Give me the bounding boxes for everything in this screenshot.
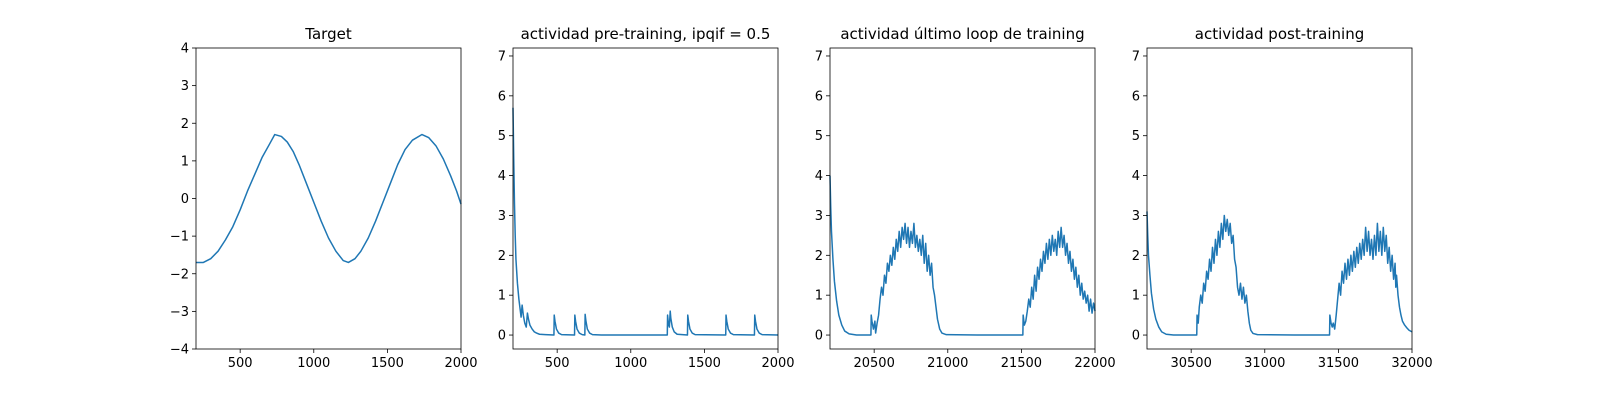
x-tick-label: 1500 <box>688 356 721 371</box>
y-tick-label: 0 <box>815 329 823 344</box>
x-tick-label: 31500 <box>1318 356 1359 371</box>
subplot-title: Target <box>304 25 352 43</box>
series-line <box>196 133 462 264</box>
y-tick-label: 2 <box>815 249 823 264</box>
y-tick-label: −2 <box>170 267 189 282</box>
subplot-1: 500 1000 1500 2000 −4 −3 −2 −1 0 1 2 3 4 Target <box>170 25 478 371</box>
subplot-title: actividad pre-training, ipqif = 0.5 <box>521 25 771 43</box>
y-tick-label: 3 <box>498 209 506 224</box>
y-tick-label: 7 <box>1132 49 1140 64</box>
y-tick-label: 4 <box>181 42 189 57</box>
y-tick-label: 3 <box>1132 209 1140 224</box>
x-tick-label: 32000 <box>1391 356 1432 371</box>
x-tick-label: 500 <box>545 356 570 371</box>
x-tick-label: 21500 <box>1001 356 1042 371</box>
x-tick-label: 1000 <box>614 356 647 371</box>
y-tick-label: 2 <box>498 249 506 264</box>
y-tick-label: 3 <box>181 79 189 94</box>
y-tick-label: 5 <box>498 129 506 144</box>
subplot-3: 20500 21000 21500 22000 0 1 2 3 4 5 6 7 actividad úl… <box>815 25 1116 371</box>
y-tick-label: 0 <box>181 192 189 207</box>
subplot-4: 30500 31000 31500 32000 0 1 2 3 4 5 6 7 actividad po… <box>1132 25 1433 371</box>
y-tick-label: 2 <box>1132 249 1140 264</box>
y-tick-label: 1 <box>498 289 506 304</box>
series-line <box>512 107 779 336</box>
axes-frame <box>512 47 779 350</box>
y-tick-label: −4 <box>170 343 189 358</box>
y-tick-label: 7 <box>498 49 506 64</box>
x-tick-label: 21000 <box>927 356 968 371</box>
y-tick-label: 0 <box>498 329 506 344</box>
y-tick-label: 4 <box>1132 169 1140 184</box>
y-tick-label: 4 <box>815 169 823 184</box>
y-tick-label: 6 <box>498 89 506 104</box>
y-tick-label: −1 <box>170 230 189 245</box>
x-tick-label: 2000 <box>761 356 794 371</box>
y-tick-label: 6 <box>815 89 823 104</box>
y-tick-label: 6 <box>1132 89 1140 104</box>
y-tick-label: 5 <box>1132 129 1140 144</box>
x-tick-label: 31000 <box>1244 356 1285 371</box>
y-tick-label: 5 <box>815 129 823 144</box>
axes-frame <box>1146 47 1413 350</box>
x-tick-label: 1000 <box>297 356 330 371</box>
x-tick-label: 30500 <box>1170 356 1211 371</box>
x-tick-label: 2000 <box>444 356 477 371</box>
subplot-title: actividad post-training <box>1195 25 1364 43</box>
subplot-title: actividad último loop de training <box>840 25 1084 43</box>
y-tick-label: 4 <box>498 169 506 184</box>
series-line <box>829 175 1096 336</box>
series-line <box>1146 211 1413 336</box>
y-tick-label: 1 <box>1132 289 1140 304</box>
x-tick-label: 22000 <box>1074 356 1115 371</box>
y-tick-label: 1 <box>181 154 189 169</box>
y-tick-label: 3 <box>815 209 823 224</box>
y-tick-label: −3 <box>170 305 189 320</box>
subplot-2: 500 1000 1500 2000 0 1 2 3 4 5 6 7 actividad pre-tra… <box>498 25 795 371</box>
axes-frame <box>195 47 462 350</box>
axes-frame <box>829 47 1096 350</box>
y-tick-label: 2 <box>181 117 189 132</box>
x-tick-label: 1500 <box>371 356 404 371</box>
y-tick-label: 1 <box>815 289 823 304</box>
y-tick-label: 7 <box>815 49 823 64</box>
x-tick-label: 500 <box>228 356 253 371</box>
x-tick-label: 20500 <box>853 356 894 371</box>
y-tick-label: 0 <box>1132 329 1140 344</box>
